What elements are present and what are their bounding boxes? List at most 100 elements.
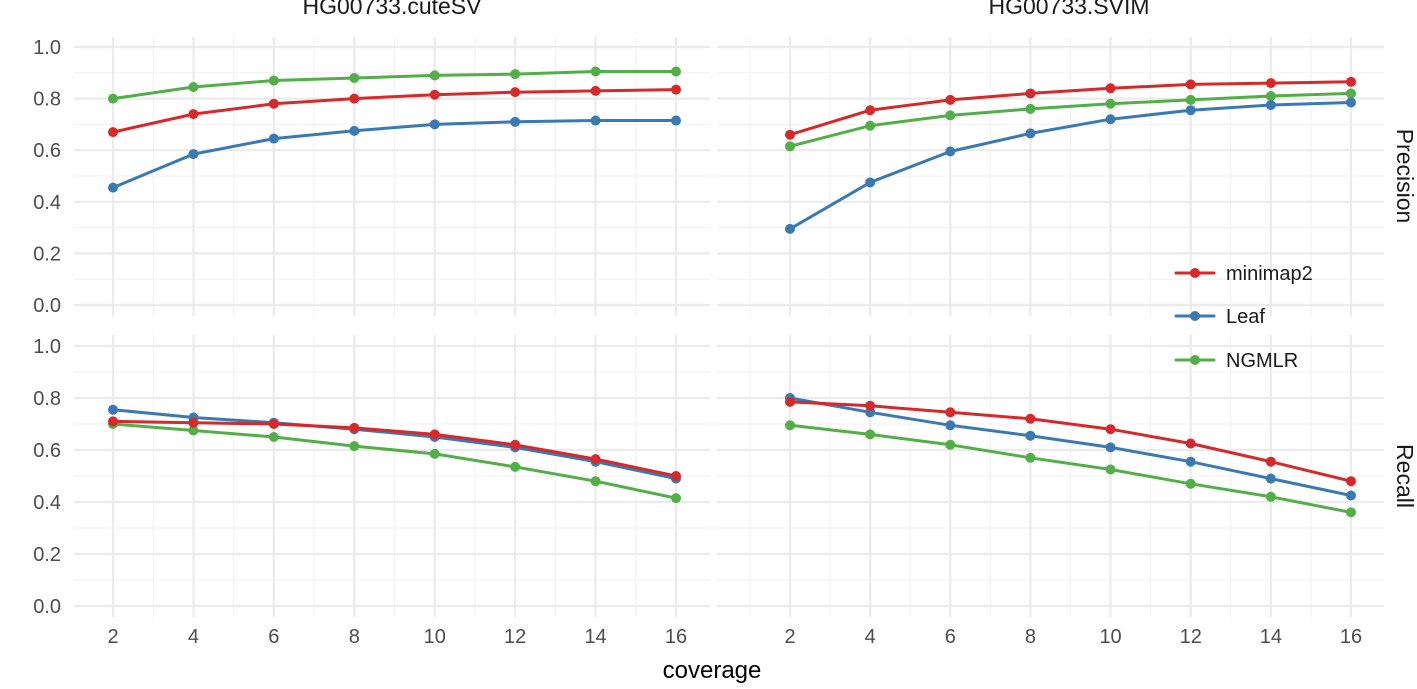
data-point-ngmlr-hg00733-svim-precision	[945, 110, 956, 121]
data-point-minimap2-hg00733-cutesv-recall	[510, 439, 521, 450]
data-point-leaf-hg00733-svim-precision	[1185, 105, 1196, 116]
y-tick-label-recall: 0.4	[33, 492, 61, 514]
data-point-minimap2-hg00733-svim-recall	[1025, 413, 1036, 424]
series-line-minimap2-hg00733-cutesv-precision	[111, 88, 678, 134]
data-point-ngmlr-hg00733-svim-precision	[785, 141, 795, 152]
data-point-leaf-hg00733-cutesv-precision	[671, 115, 681, 126]
series-line-leaf-hg00733-svim-precision	[788, 101, 1353, 231]
legend-item-leaf: Leaf	[1174, 306, 1265, 328]
data-point-minimap2-hg00733-svim-recall	[1346, 476, 1356, 487]
data-point-minimap2-hg00733-cutesv-recall	[671, 471, 681, 481]
series-line-minimap2-hg00733-svim-precision	[788, 80, 1353, 137]
data-point-minimap2-hg00733-svim-recall	[865, 400, 876, 411]
data-point-minimap2-hg00733-svim-recall	[785, 396, 795, 407]
x-tick-label-hg00733-svim: 4	[865, 626, 876, 648]
legend-label-ngmlr: NGMLR	[1226, 350, 1298, 372]
data-point-leaf-hg00733-svim-precision	[1105, 114, 1116, 125]
y-tick-label-recall: 0.6	[33, 440, 61, 462]
data-point-leaf-hg00733-svim-precision	[1346, 97, 1356, 108]
data-point-leaf-hg00733-svim-recall	[1025, 430, 1036, 441]
series-line-minimap2-hg00733-cutesv-recall	[111, 419, 678, 478]
data-point-ngmlr-hg00733-svim-precision	[1346, 88, 1356, 99]
strip-label-recall: Recall	[1392, 444, 1417, 508]
data-point-minimap2-hg00733-cutesv-recall	[188, 417, 199, 428]
data-point-leaf-hg00733-svim-recall	[1346, 490, 1356, 501]
data-point-ngmlr-hg00733-cutesv-recall	[429, 448, 440, 459]
data-point-minimap2-hg00733-svim-precision	[1346, 76, 1356, 87]
x-tick-label-hg00733-svim: 12	[1180, 626, 1202, 648]
x-tick-label-hg00733-svim: 10	[1099, 626, 1121, 648]
data-point-minimap2-hg00733-svim-precision	[1105, 83, 1116, 94]
data-point-minimap2-hg00733-svim-recall	[1265, 456, 1276, 467]
data-point-ngmlr-hg00733-cutesv-recall	[188, 425, 199, 436]
series-layer	[108, 66, 1356, 518]
data-point-ngmlr-hg00733-svim-precision	[1025, 103, 1036, 114]
series-line-ngmlr-hg00733-svim-recall	[788, 423, 1353, 514]
legend-label-leaf: Leaf	[1226, 306, 1265, 328]
data-point-minimap2-hg00733-svim-precision	[1025, 88, 1036, 99]
data-point-leaf-hg00733-cutesv-precision	[268, 133, 279, 144]
data-point-ngmlr-hg00733-svim-recall	[945, 439, 956, 450]
data-point-leaf-hg00733-cutesv-precision	[108, 182, 118, 193]
data-point-ngmlr-hg00733-cutesv-recall	[671, 493, 681, 504]
data-point-minimap2-hg00733-svim-precision	[1265, 78, 1276, 89]
data-point-minimap2-hg00733-cutesv-precision	[188, 109, 199, 120]
data-point-leaf-hg00733-cutesv-precision	[429, 119, 440, 130]
legend-key-point-leaf	[1190, 311, 1200, 321]
data-point-minimap2-hg00733-cutesv-precision	[510, 87, 521, 98]
data-point-ngmlr-hg00733-svim-recall	[1025, 452, 1036, 463]
grid-layer	[74, 37, 1384, 617]
data-point-ngmlr-hg00733-svim-precision	[865, 120, 876, 131]
data-point-leaf-hg00733-svim-recall	[945, 420, 956, 431]
x-tick-label-hg00733-cutesv: 2	[107, 626, 118, 648]
data-point-minimap2-hg00733-cutesv-precision	[349, 93, 360, 104]
data-point-ngmlr-hg00733-cutesv-precision	[510, 69, 521, 80]
data-point-ngmlr-hg00733-cutesv-recall	[268, 432, 279, 442]
data-point-minimap2-hg00733-cutesv-recall	[349, 422, 360, 433]
data-point-leaf-hg00733-cutesv-precision	[188, 149, 199, 160]
x-tick-label-hg00733-cutesv: 8	[349, 626, 360, 648]
data-point-ngmlr-hg00733-svim-precision	[1265, 91, 1276, 102]
data-point-ngmlr-hg00733-cutesv-precision	[268, 75, 279, 86]
data-point-leaf-hg00733-cutesv-precision	[590, 115, 601, 126]
x-axis-title: coverage	[663, 657, 762, 684]
legend-label-minimap2: minimap2	[1226, 263, 1313, 285]
x-tick-label-hg00733-cutesv: 12	[504, 626, 526, 648]
data-point-minimap2-hg00733-svim-precision	[785, 129, 795, 140]
y-tick-label-recall: 0.8	[33, 388, 61, 410]
y-tick-label-precision: 1.0	[33, 37, 61, 59]
data-point-ngmlr-hg00733-svim-recall	[1185, 478, 1196, 489]
y-tick-label-precision: 0.8	[33, 89, 61, 111]
strip-title-cutesv: HG00733.cuteSV	[302, 0, 482, 19]
data-point-ngmlr-hg00733-cutesv-precision	[349, 72, 360, 83]
data-point-ngmlr-hg00733-svim-precision	[1185, 94, 1196, 105]
data-point-minimap2-hg00733-svim-recall	[1105, 424, 1116, 435]
data-point-ngmlr-hg00733-svim-recall	[1346, 507, 1356, 518]
series-line-ngmlr-hg00733-cutesv-recall	[111, 422, 678, 500]
data-point-minimap2-hg00733-cutesv-precision	[590, 85, 601, 96]
legend-key-point-ngmlr	[1190, 355, 1200, 365]
data-point-minimap2-hg00733-svim-precision	[1185, 79, 1196, 90]
label-layer: HG00733.cuteSV HG00733.SVIM Precision Re…	[33, 0, 1417, 684]
data-point-leaf-hg00733-cutesv-precision	[510, 116, 521, 127]
series-line-leaf-hg00733-svim-recall	[788, 396, 1353, 497]
data-point-minimap2-hg00733-cutesv-precision	[671, 84, 681, 95]
x-tick-label-hg00733-cutesv: 14	[584, 626, 606, 648]
data-point-ngmlr-hg00733-cutesv-precision	[108, 93, 118, 104]
x-tick-label-hg00733-svim: 6	[945, 626, 956, 648]
data-point-ngmlr-hg00733-svim-recall	[865, 429, 876, 440]
x-tick-label-hg00733-cutesv: 10	[424, 626, 446, 648]
x-tick-label-hg00733-cutesv: 4	[188, 626, 199, 648]
data-point-ngmlr-hg00733-cutesv-precision	[429, 70, 440, 81]
x-tick-label-hg00733-svim: 2	[784, 626, 795, 648]
data-point-minimap2-hg00733-cutesv-recall	[429, 429, 440, 440]
data-point-minimap2-hg00733-svim-precision	[865, 105, 876, 116]
data-point-minimap2-hg00733-cutesv-recall	[108, 416, 118, 427]
data-point-minimap2-hg00733-cutesv-precision	[429, 89, 440, 100]
data-point-ngmlr-hg00733-cutesv-recall	[510, 461, 521, 472]
x-tick-label-hg00733-svim: 14	[1260, 626, 1282, 648]
data-point-ngmlr-hg00733-svim-recall	[1105, 464, 1116, 475]
legend-item-ngmlr: NGMLR	[1174, 350, 1298, 372]
data-point-leaf-hg00733-cutesv-recall	[108, 404, 118, 415]
